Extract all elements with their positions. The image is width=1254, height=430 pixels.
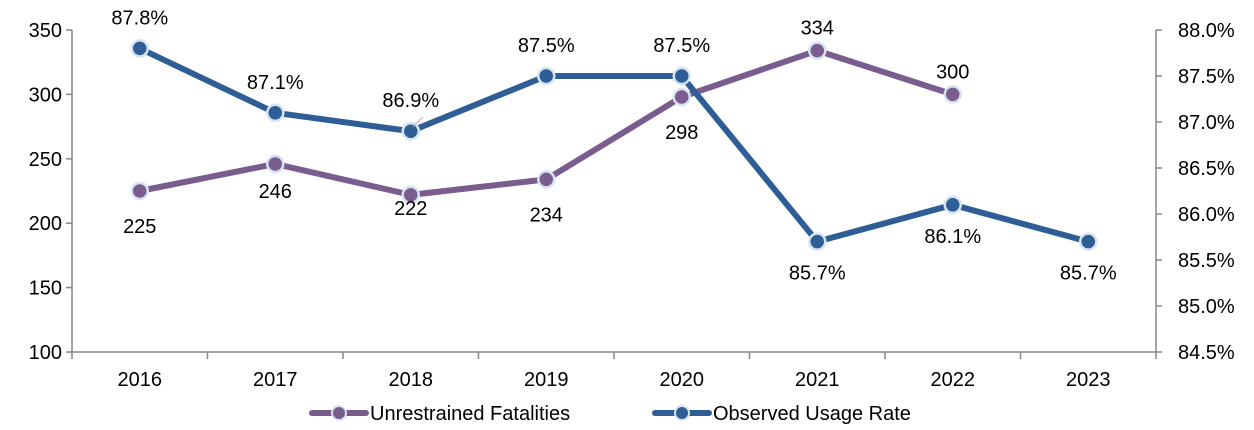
legend-marker-swatch xyxy=(331,405,347,421)
legend-label: Unrestrained Fatalities xyxy=(370,403,570,425)
legend-label: Observed Usage Rate xyxy=(713,403,911,425)
right-axis-tick-label: 84.5% xyxy=(1178,342,1235,364)
data-label: 85.7% xyxy=(1060,263,1117,285)
data-label: 87.8% xyxy=(111,7,168,29)
data-label: 300 xyxy=(936,61,969,83)
x-axis-tick-label: 2018 xyxy=(389,369,434,391)
legend-marker-swatch xyxy=(674,405,690,421)
right-axis-tick-label: 87.5% xyxy=(1178,66,1235,88)
x-axis-tick-label: 2023 xyxy=(1066,369,1111,391)
data-label: 222 xyxy=(394,198,427,220)
left-axis-tick-label: 300 xyxy=(29,84,62,106)
data-label: 225 xyxy=(123,216,156,238)
data-point xyxy=(537,66,556,86)
data-label: 86.1% xyxy=(924,226,981,248)
series-line-1 xyxy=(136,45,1092,245)
data-point xyxy=(808,232,827,251)
data-point xyxy=(130,181,149,201)
data-point xyxy=(401,185,420,205)
right-axis-tick-label: 86.5% xyxy=(1178,158,1235,180)
right-axis-tick-label: 87.0% xyxy=(1178,112,1235,134)
data-point xyxy=(943,195,962,215)
data-label: 87.1% xyxy=(247,72,304,94)
data-point xyxy=(1079,232,1098,251)
data-label: 87.5% xyxy=(518,35,575,57)
x-axis-tick-label: 2022 xyxy=(931,369,976,391)
data-label: 298 xyxy=(665,122,698,144)
left-axis-tick-label: 150 xyxy=(29,278,62,300)
data-label: 87.5% xyxy=(653,35,710,57)
data-point xyxy=(266,103,285,123)
data-point xyxy=(672,66,691,86)
label-leader-line xyxy=(412,116,424,128)
left-axis-tick-label: 200 xyxy=(29,213,62,235)
x-axis-tick-label: 2016 xyxy=(118,369,163,391)
data-label: 85.7% xyxy=(789,263,846,285)
right-axis-tick-label: 86.0% xyxy=(1178,204,1235,226)
right-axis-tick-label: 85.0% xyxy=(1178,296,1235,318)
x-axis-tick-label: 2020 xyxy=(660,369,705,391)
left-axis-tick-label: 350 xyxy=(29,20,62,42)
data-point xyxy=(943,85,962,104)
left-axis-tick-label: 100 xyxy=(29,342,62,364)
right-axis-tick-label: 88.0% xyxy=(1178,20,1235,42)
x-axis-tick-label: 2019 xyxy=(524,369,569,391)
right-axis-tick-label: 85.5% xyxy=(1178,250,1235,272)
data-point xyxy=(808,41,827,60)
x-axis-tick-label: 2021 xyxy=(795,369,840,391)
data-label: 234 xyxy=(530,204,563,226)
data-point xyxy=(266,154,285,174)
data-point xyxy=(537,170,556,189)
left-axis-tick-label: 250 xyxy=(29,149,62,171)
data-point xyxy=(672,87,691,107)
data-label: 246 xyxy=(259,181,292,203)
data-point xyxy=(130,39,149,58)
data-label: 86.9% xyxy=(382,90,439,112)
x-axis-tick-label: 2017 xyxy=(253,369,298,391)
data-label: 334 xyxy=(801,18,834,40)
data-point xyxy=(401,121,420,141)
